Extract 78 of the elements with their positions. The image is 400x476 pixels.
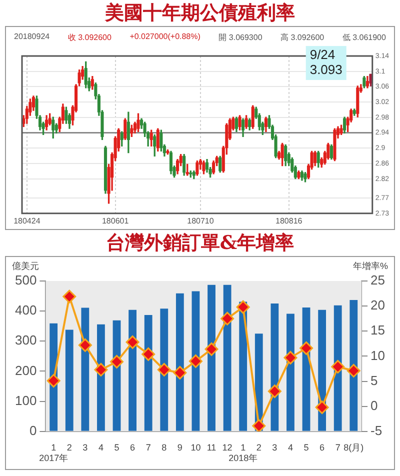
bar	[223, 284, 232, 431]
y2-tick-label: 10	[370, 348, 386, 363]
y2-tick-label: 5	[370, 372, 378, 388]
text: 高 3.092600	[280, 32, 324, 42]
x-tick-label: 180424	[14, 216, 41, 226]
point	[331, 360, 345, 374]
point	[94, 362, 108, 376]
x-tick-label: 3	[272, 442, 278, 452]
point	[204, 342, 218, 356]
point	[315, 400, 329, 414]
point	[236, 300, 250, 314]
x-tick-label: 180710	[187, 216, 214, 226]
text: +0.027000(+0.88%)	[130, 32, 200, 42]
point	[300, 341, 314, 355]
y-axis-title: 億美元	[12, 260, 39, 271]
x-tick-label: 180816	[276, 216, 303, 226]
bar	[176, 293, 184, 431]
x-tick-label: 7	[146, 442, 151, 452]
x-tick-label: 180601	[102, 216, 130, 226]
point	[157, 362, 171, 376]
y2-tick-label: 25	[370, 272, 386, 288]
chart-title: 台灣外銷訂單&年增率	[104, 231, 296, 256]
x-tick-label: 2	[66, 442, 72, 452]
y-tick-label: 500	[14, 272, 37, 288]
x-tick-label: 6	[320, 442, 325, 452]
text: 開 3.069300	[218, 32, 262, 42]
bar	[65, 330, 74, 431]
x-tick-label: 12	[222, 442, 232, 452]
x-tick-label: 4	[288, 442, 293, 452]
point	[78, 338, 92, 352]
y2-tick-label: 15	[370, 322, 386, 338]
chart-title: 美國十年期公債殖利率	[104, 1, 296, 26]
y-tick-label: 400	[14, 302, 37, 318]
text: 20180924	[14, 32, 50, 42]
bar	[160, 308, 168, 431]
point	[346, 364, 360, 378]
x-tick-label: 9	[177, 442, 182, 452]
bar	[270, 304, 279, 431]
x-tick-label: 8	[162, 442, 167, 452]
y-tick-label: 200	[14, 362, 37, 378]
y2-tick-label: 20	[370, 298, 386, 313]
point	[46, 374, 60, 388]
bar	[208, 284, 216, 431]
point	[173, 366, 187, 380]
x-tick-label: 5	[304, 442, 309, 452]
x-tick-label: 4	[98, 442, 104, 452]
y2-axis-title: 年增率%	[352, 260, 388, 271]
x-tick-label: 10	[190, 442, 201, 452]
point	[110, 354, 124, 368]
bar	[128, 310, 136, 431]
bar	[334, 305, 342, 431]
bar	[144, 314, 152, 431]
y-tick-label: 300	[14, 332, 37, 348]
bar	[286, 314, 294, 431]
point	[188, 354, 202, 368]
text: 低 3.061900	[342, 32, 386, 42]
point	[62, 290, 76, 304]
x-tick-label: 6	[130, 442, 136, 452]
y-tick-label: 100	[14, 392, 37, 408]
bar	[350, 300, 358, 431]
y2-tick-label: -5	[370, 422, 382, 438]
x-tick-label: 2	[256, 442, 262, 452]
bar	[97, 324, 105, 431]
x-tick-label: 11	[206, 442, 216, 452]
annotation: 9/24 3.093	[310, 47, 342, 78]
y-tick-label: 0	[29, 422, 37, 438]
point	[268, 384, 282, 398]
x-tick-label: 1 2017年	[39, 442, 68, 464]
x-tick-label: 8(月)	[344, 442, 364, 452]
point	[220, 312, 234, 326]
x-tick-label: 5	[114, 442, 120, 452]
point	[142, 347, 156, 361]
point	[252, 419, 266, 432]
point	[284, 350, 298, 364]
x-tick-label: 7	[335, 442, 340, 452]
x-tick-label: 3	[82, 442, 88, 452]
text: 收 3.092600	[68, 32, 112, 42]
point	[126, 335, 140, 349]
